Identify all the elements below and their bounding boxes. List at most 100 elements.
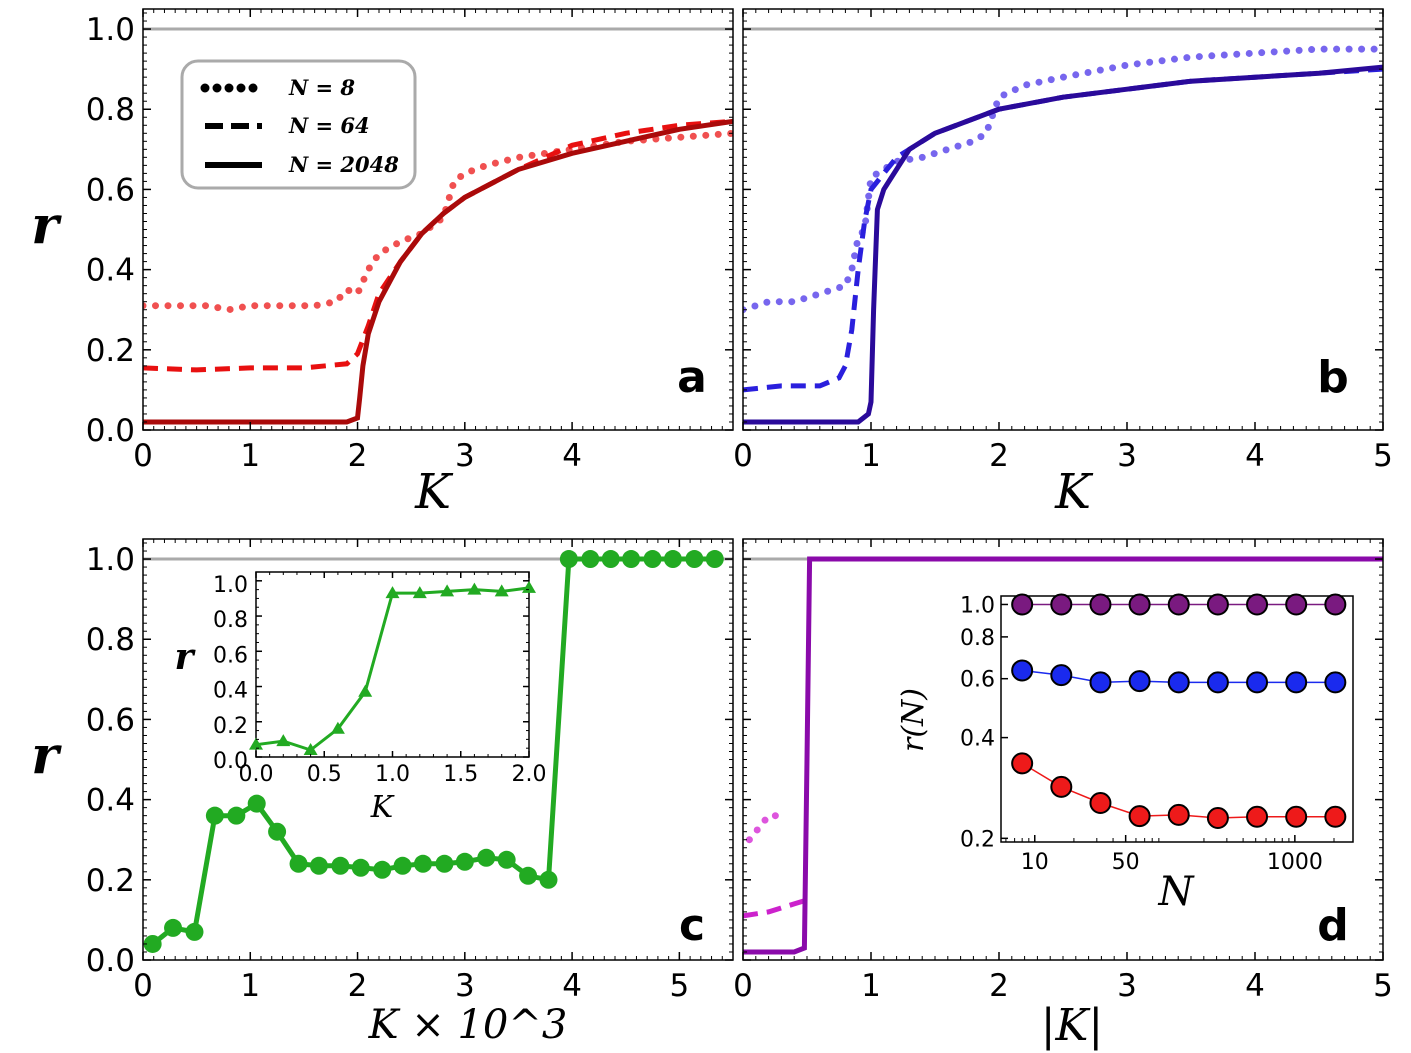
y-tick-label: 0.2	[213, 714, 248, 739]
x-tick-label: 1.0	[375, 762, 410, 787]
panel-d: 0 1 2 3 4 5 |K| d 10 50 1000 0.2 0.4 0.6 0.8 1.0 Nr(N)	[733, 538, 1393, 1051]
x-tick-label: 1	[240, 438, 260, 474]
panel-letter: b	[1317, 352, 1349, 403]
x-tick-label: 3	[455, 438, 475, 474]
inset-y-tick-label: 0.6	[960, 668, 995, 693]
y-tick-label: 1.0	[213, 573, 248, 598]
inset-y-tick-label: 0.2	[960, 827, 995, 852]
data-point	[185, 922, 204, 941]
y-tick-label: 0.0	[86, 943, 135, 979]
x-tick-label: 2	[348, 438, 368, 474]
data-point	[559, 550, 578, 569]
inset-y-tick-label: 0.4	[960, 727, 995, 752]
x-tick-label: 4	[1245, 438, 1265, 474]
x-tick-label: 0.5	[307, 762, 342, 787]
y-tick-label: 0.4	[86, 253, 135, 289]
inset-data-point	[412, 586, 427, 599]
panel-letter: c	[679, 900, 705, 951]
data-point	[581, 550, 600, 569]
series-line-dotted	[143, 129, 733, 314]
y-axis-label: r	[31, 725, 62, 786]
series-line-solid	[151, 556, 715, 946]
data-point	[601, 550, 620, 569]
x-tick-label: 1	[240, 968, 260, 1004]
inset-data-point-purple	[1167, 593, 1190, 616]
series-line-solid	[743, 64, 1383, 425]
inset-data-point-blue	[1167, 671, 1190, 694]
inset-data-point	[303, 742, 318, 755]
x-tick-label: 2	[348, 968, 368, 1004]
inset-frame	[1000, 595, 1354, 843]
inset-x-tick-label: 1000	[1267, 850, 1323, 875]
x-tick-label: 0	[133, 968, 153, 1004]
x-tick-label: 3	[1117, 438, 1137, 474]
data-point	[455, 852, 474, 871]
x-tick-label: 2	[989, 968, 1009, 1004]
series-line-solid	[143, 118, 733, 425]
x-tick-label: 0.0	[239, 762, 274, 787]
inset-data-point	[467, 582, 482, 595]
x-tick-label: 5	[1373, 968, 1393, 1004]
inset-x-axis-label: K	[370, 790, 395, 825]
inset-data-point-purple	[1285, 593, 1308, 616]
inset-frame	[255, 571, 530, 758]
y-tick-label: 0.8	[86, 92, 135, 128]
data-point	[477, 848, 496, 867]
x-tick-label: 3	[455, 968, 475, 1004]
y-tick-label: 0.2	[86, 333, 135, 369]
data-point	[247, 794, 266, 813]
inset-data-point-red	[1324, 805, 1347, 828]
x-tick-label: 0	[733, 438, 753, 474]
inset-data-point-red	[1128, 805, 1151, 828]
data-point	[268, 822, 287, 841]
series-line-dashed	[743, 897, 808, 919]
inset-data-point-blue	[1285, 671, 1308, 694]
x-tick-label: 0	[733, 968, 753, 1004]
inset-x-tick-label: 10	[1021, 850, 1049, 875]
data-point	[164, 918, 183, 937]
data-point	[685, 550, 704, 569]
series-group	[143, 118, 733, 425]
inset-x-axis-label: N	[1158, 869, 1196, 915]
x-axis-label: |K|	[1041, 1000, 1104, 1051]
inset-data-point-red	[1089, 792, 1112, 815]
data-point	[289, 854, 308, 873]
y-tick-label: 0.0	[86, 413, 135, 449]
inset-data-point	[522, 580, 536, 593]
inset-x-tick-label: 50	[1112, 850, 1140, 875]
x-tick-label: 5	[1373, 438, 1393, 474]
y-tick-label: 0.8	[213, 608, 248, 633]
inset-data-point-purple	[1246, 593, 1269, 616]
panel-letter: d	[1317, 900, 1349, 951]
inset-data-point-purple	[1089, 593, 1112, 616]
data-point	[622, 550, 641, 569]
data-point	[539, 870, 558, 889]
series-group	[143, 550, 724, 953]
plot-frame	[742, 8, 1384, 431]
series-line-dotted	[745, 812, 785, 844]
y-tick-label: 0.2	[86, 863, 135, 899]
x-tick-label: 4	[1245, 968, 1265, 1004]
y-tick-label: 0.8	[86, 622, 135, 658]
legend-label: N = 64	[288, 113, 370, 138]
x-tick-label: 1.5	[443, 762, 478, 787]
inset-data-point-red	[1246, 805, 1269, 828]
inset-y-axis-label: r(N)	[896, 688, 931, 752]
legend-frame	[180, 59, 417, 190]
inset-data-point-red	[1050, 775, 1073, 798]
inset-data-point-red	[1285, 805, 1308, 828]
x-tick-label: 4	[562, 438, 582, 474]
inset-data-point	[276, 734, 291, 747]
inset-data-point-red	[1011, 752, 1034, 775]
y-tick-label: 0.6	[86, 702, 135, 738]
inset-data-point-blue	[1011, 659, 1034, 682]
data-point	[497, 850, 516, 869]
inset-data-point-purple	[1206, 593, 1229, 616]
x-tick-label: 4	[562, 968, 582, 1004]
plot-frame	[142, 8, 734, 431]
x-axis-label: K	[414, 464, 454, 520]
y-tick-label: 1.0	[86, 12, 135, 48]
inset-data-point	[440, 584, 455, 597]
x-tick-label: 5	[669, 968, 689, 1004]
